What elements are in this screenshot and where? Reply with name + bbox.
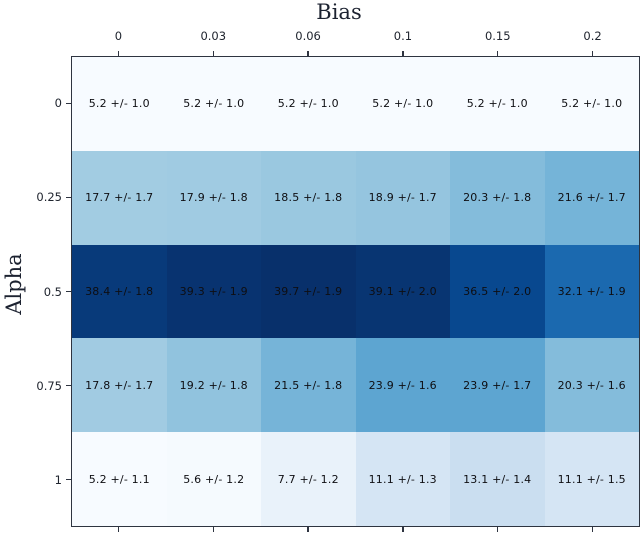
heatmap-cell: 39.7 +/- 1.9 [261,244,356,339]
heatmap-cell: 5.2 +/- 1.0 [166,57,261,151]
heatmap-cell: 7.7 +/- 1.2 [261,432,356,526]
heatmap-cell: 5.2 +/- 1.0 [544,57,639,151]
x-tick-top [591,51,594,56]
heatmap-cell: 18.5 +/- 1.8 [261,150,356,245]
heatmap-cell: 36.5 +/- 2.0 [450,244,545,339]
heatmap-cell: 23.9 +/- 1.6 [355,338,450,433]
x-tick-top [117,51,119,56]
y-tick-label: 0.75 [36,378,62,393]
y-tick-label: 0.25 [36,190,62,205]
heatmap-cell: 5.2 +/- 1.0 [72,57,167,151]
x-tick-top [497,51,499,56]
y-tick [66,290,71,293]
heatmap-cell: 5.2 +/- 1.0 [261,57,356,151]
x-tick-top [212,51,214,56]
x-tick-label: 0.03 [200,29,227,43]
y-tick [66,479,71,481]
heatmap-cell: 20.3 +/- 1.6 [544,338,639,433]
heatmap-cell: 32.1 +/- 1.9 [544,244,639,339]
y-tick [66,385,71,387]
x-tick-bottom [402,527,404,532]
x-tick-top [402,51,404,56]
heatmap-cell: 13.1 +/- 1.4 [450,432,545,526]
heatmap-cell: 17.7 +/- 1.7 [72,150,167,245]
x-tick-label: 0.1 [393,29,413,43]
x-tick-label: 0 [114,29,123,43]
x-tick-bottom [497,527,499,532]
heatmap-cell: 21.6 +/- 1.7 [544,150,639,245]
x-tick-top [307,51,309,56]
heatmap-cell: 17.9 +/- 1.8 [166,150,261,245]
x-tick-label: 0.2 [583,29,602,43]
y-tick [66,102,71,104]
y-tick [66,196,71,198]
x-tick-label: 0.15 [484,29,511,43]
x-tick-bottom [591,527,594,532]
heatmap-cell: 20.3 +/- 1.8 [450,150,545,245]
heatmap-cell: 23.9 +/- 1.7 [450,338,545,433]
heatmap-axes: 5.2 +/- 1.0 5.2 +/- 1.0 5.2 +/- 1.0 5.2 +/-… [71,56,640,527]
x-tick-label: 0.06 [295,29,321,43]
heatmap-cell: 39.3 +/- 1.9 [166,244,261,339]
y-tick-label: 0 [54,96,62,111]
heatmap-cell: 5.2 +/- 1.1 [72,432,167,526]
heatmap-cell: 19.2 +/- 1.8 [166,338,261,433]
heatmap-cell: 11.1 +/- 1.3 [355,432,450,526]
heatmap-cell: 11.1 +/- 1.5 [544,432,639,526]
heatmap-cell: 17.8 +/- 1.7 [72,338,167,433]
x-tick-bottom [117,527,119,532]
x-tick-bottom [212,527,214,532]
chart-title: Bias [316,0,362,24]
heatmap-cell: 5.2 +/- 1.0 [450,57,545,151]
heatmap-cell: 18.9 +/- 1.7 [355,150,450,245]
x-tick-bottom [307,527,309,532]
heatmap-cell: 5.2 +/- 1.0 [355,57,450,151]
heatmap-cell: 39.1 +/- 2.0 [355,244,450,339]
heatmap-cell: 5.6 +/- 1.2 [166,432,261,526]
y-tick-label: 0.5 [43,284,62,299]
y-tick-label: 1 [54,472,62,487]
heatmap-cell: 38.4 +/- 1.8 [72,244,167,339]
heatmap-cell: 21.5 +/- 1.8 [261,338,356,433]
